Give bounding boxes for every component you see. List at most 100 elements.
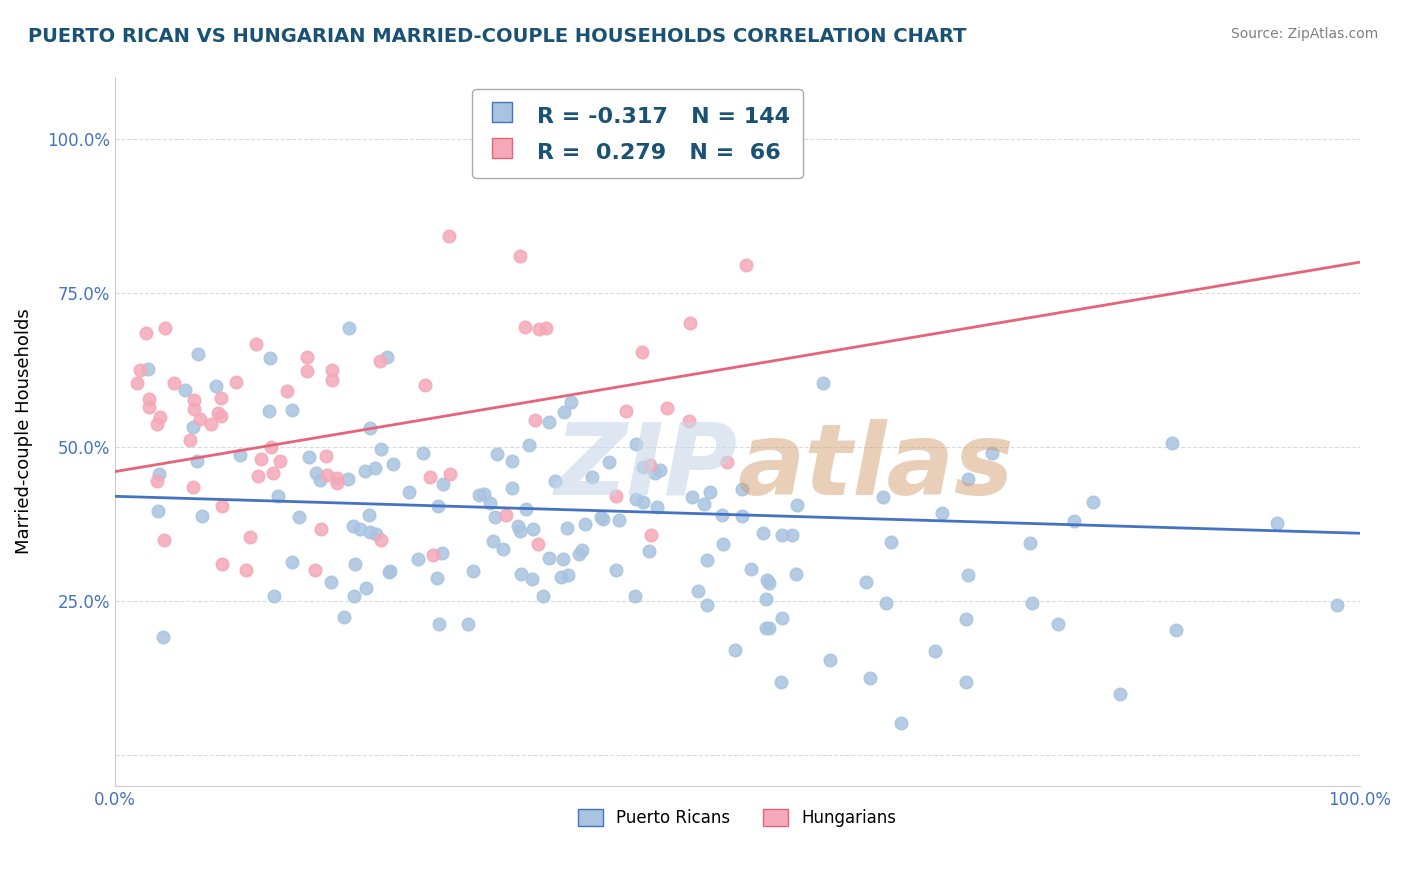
Point — [818, 653, 841, 667]
Point — [295, 364, 318, 378]
Point — [956, 472, 979, 486]
Text: atlas: atlas — [737, 418, 1014, 516]
Point — [1108, 688, 1130, 702]
Point — [723, 643, 745, 657]
Point — [398, 484, 420, 499]
Point — [859, 671, 882, 685]
Point — [770, 674, 793, 689]
Point — [364, 526, 387, 541]
Point — [605, 489, 627, 503]
Point — [872, 490, 894, 504]
Point — [432, 477, 454, 491]
Point — [152, 630, 174, 644]
Point — [637, 544, 659, 558]
Point — [515, 320, 537, 334]
Point — [509, 249, 531, 263]
Point — [522, 522, 544, 536]
Point — [304, 563, 326, 577]
Point — [368, 354, 391, 368]
Point — [716, 455, 738, 469]
Point — [758, 621, 780, 635]
Point — [555, 521, 578, 535]
Point — [536, 320, 558, 334]
Point — [200, 417, 222, 432]
Point — [181, 480, 204, 494]
Point — [647, 500, 669, 514]
Text: PUERTO RICAN VS HUNGARIAN MARRIED-COUPLE HOUSEHOLDS CORRELATION CHART: PUERTO RICAN VS HUNGARIAN MARRIED-COUPLE… — [28, 27, 966, 45]
Point — [136, 362, 159, 376]
Point — [955, 612, 977, 626]
Point — [1164, 624, 1187, 638]
Point — [527, 537, 550, 551]
Point — [461, 564, 484, 578]
Point — [321, 373, 343, 387]
Point — [626, 436, 648, 450]
Point — [349, 522, 371, 536]
Point — [686, 584, 709, 599]
Point — [495, 508, 517, 522]
Point — [257, 404, 280, 418]
Point — [605, 563, 627, 577]
Point — [785, 567, 807, 582]
Point — [510, 567, 533, 582]
Point — [758, 576, 780, 591]
Point — [731, 482, 754, 496]
Point — [1081, 495, 1104, 509]
Point — [553, 404, 575, 418]
Point — [648, 463, 671, 477]
Point — [382, 457, 405, 471]
Point — [509, 524, 531, 539]
Point — [149, 410, 172, 425]
Point — [209, 409, 232, 423]
Point — [207, 407, 229, 421]
Point — [957, 567, 980, 582]
Point — [129, 363, 152, 377]
Y-axis label: Married-couple Households: Married-couple Households — [15, 309, 32, 555]
Point — [855, 575, 877, 590]
Point — [135, 326, 157, 340]
Point — [607, 513, 630, 527]
Point — [931, 507, 953, 521]
Point — [457, 617, 479, 632]
Point — [955, 675, 977, 690]
Point — [125, 376, 148, 391]
Point — [316, 467, 339, 482]
Point — [571, 543, 593, 558]
Point — [337, 320, 360, 334]
Point — [148, 504, 170, 518]
Point — [344, 558, 367, 572]
Point — [755, 621, 778, 635]
Point — [681, 490, 703, 504]
Point — [644, 466, 666, 480]
Point — [298, 450, 321, 465]
Point — [211, 557, 233, 571]
Point — [1019, 536, 1042, 550]
Point — [188, 412, 211, 426]
Point — [551, 552, 574, 566]
Point — [432, 546, 454, 560]
Point — [623, 589, 645, 603]
Point — [731, 509, 754, 524]
Point — [413, 377, 436, 392]
Legend: Puerto Ricans, Hungarians: Puerto Ricans, Hungarians — [571, 803, 903, 834]
Point — [148, 467, 170, 481]
Point — [419, 469, 441, 483]
Point — [624, 492, 647, 507]
Point — [696, 598, 718, 612]
Point — [259, 351, 281, 365]
Point — [598, 455, 620, 469]
Point — [276, 384, 298, 399]
Point — [186, 454, 208, 468]
Point — [568, 547, 591, 561]
Point — [811, 376, 834, 391]
Point — [267, 490, 290, 504]
Point — [482, 534, 505, 549]
Point — [581, 470, 603, 484]
Point — [260, 441, 283, 455]
Point — [321, 363, 343, 377]
Point — [138, 400, 160, 414]
Point — [655, 401, 678, 415]
Point — [173, 383, 195, 397]
Point — [780, 527, 803, 541]
Point — [520, 572, 543, 586]
